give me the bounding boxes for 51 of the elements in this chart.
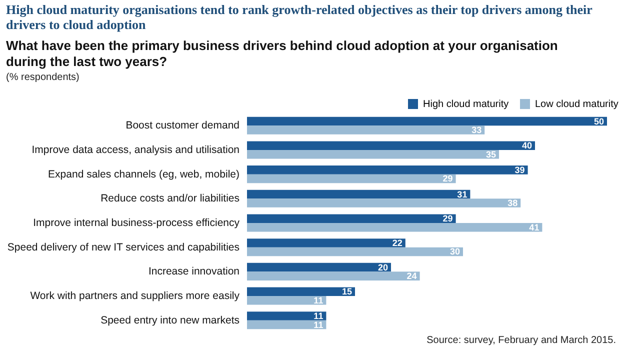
chart-subtitle: What have been the primary business drivers behind cloud adoption at your organisation during the last two years? — [6, 38, 559, 70]
legend-label: Low cloud maturity — [535, 99, 618, 110]
bar — [247, 174, 456, 184]
data-label: 15 — [342, 286, 352, 297]
bar — [247, 198, 521, 208]
data-label: 20 — [378, 262, 388, 272]
data-label: 40 — [522, 140, 532, 151]
bar — [247, 214, 456, 223]
y-tick-label: Expand sales channels (eg, web, mobile) — [48, 168, 240, 180]
y-tick-label: Work with partners and suppliers more easily — [30, 290, 240, 302]
data-label: 39 — [514, 164, 525, 175]
y-tick-label: Improve internal business-process efficiency — [33, 217, 240, 229]
bar — [247, 287, 355, 296]
bar — [247, 166, 528, 174]
bar — [247, 312, 326, 320]
data-label: 29 — [442, 214, 453, 224]
data-label: 11 — [314, 295, 324, 306]
legend-label: High cloud maturity — [423, 99, 509, 110]
data-label: 29 — [442, 174, 453, 184]
data-label: 31 — [457, 189, 468, 200]
data-label: 50 — [594, 116, 604, 126]
data-label: 11 — [314, 320, 324, 330]
data-label: 24 — [406, 271, 417, 282]
bar — [247, 247, 463, 256]
bar — [247, 223, 542, 232]
data-label: 33 — [472, 125, 482, 136]
bar — [247, 126, 485, 134]
bar — [247, 190, 470, 199]
y-tick-label: Boost customer demand — [126, 120, 240, 132]
bar — [247, 116, 607, 126]
y-tick-label: Improve data access, analysis and utilisation — [32, 144, 240, 156]
y-tick-label: Reduce costs and/or liabilities — [100, 192, 240, 205]
bar — [247, 262, 391, 272]
bar — [247, 296, 326, 305]
y-tick-label: Speed delivery of new IT services and capabilities — [7, 241, 240, 254]
bar — [247, 150, 499, 159]
bar — [247, 141, 535, 150]
data-label: 38 — [508, 198, 518, 208]
chart-title: High cloud maturity organisations tend to rank growth-related objectives as their top drivers among their drivers to cloud adoption — [6, 2, 594, 32]
y-tick-label: Increase innovation — [148, 266, 240, 278]
bar — [247, 320, 326, 330]
data-label: 30 — [450, 246, 460, 257]
y-tick-label: Speed entry into new markets — [100, 314, 240, 326]
data-label: 35 — [486, 149, 496, 160]
source-note: Source: survey, February and March 2015. — [426, 335, 616, 346]
data-label: 11 — [314, 310, 324, 321]
text: (% respondents) — [6, 72, 80, 83]
bar — [247, 272, 420, 280]
data-label: 22 — [392, 238, 402, 248]
bar — [247, 238, 406, 248]
data-label: 41 — [529, 222, 540, 232]
